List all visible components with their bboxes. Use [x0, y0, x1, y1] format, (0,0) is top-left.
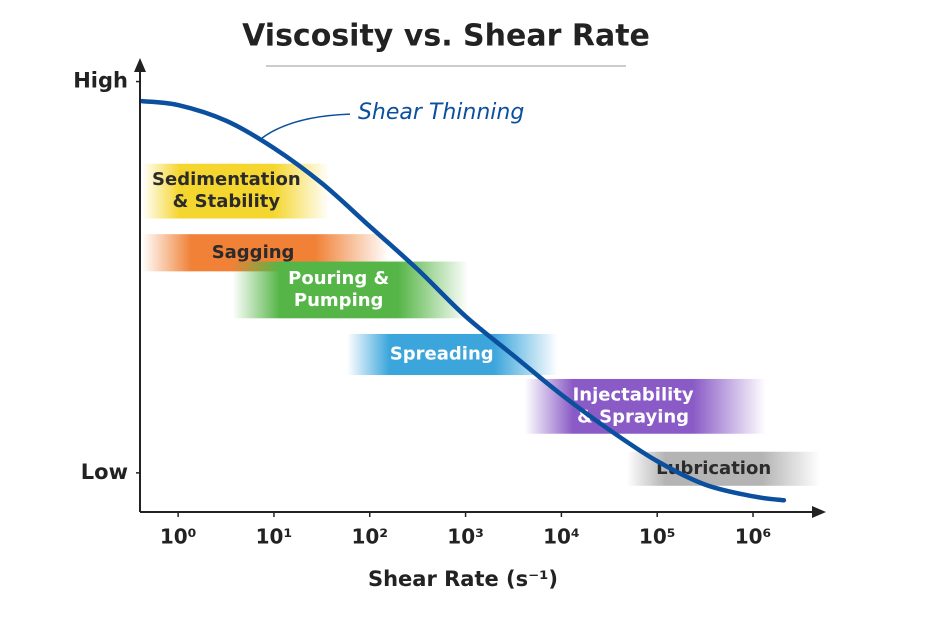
y-axis-arrow [134, 58, 146, 72]
x-tick-label: 10⁶ [735, 525, 772, 549]
region-label: Injectability [573, 384, 694, 405]
y-tick-label: High [73, 69, 128, 93]
x-axis-title: Shear Rate (s⁻¹) [368, 567, 558, 591]
region-label: Pouring & [288, 268, 389, 289]
region-band [626, 451, 820, 486]
annotation: Shear Thinning [358, 100, 524, 125]
x-tick-label: 10⁰ [160, 525, 197, 549]
region-label: & Spraying [577, 406, 689, 427]
x-tick-label: 10¹ [256, 525, 293, 549]
x-tick-label: 10³ [447, 525, 484, 549]
x-tick-label: 10⁵ [639, 525, 676, 549]
x-tick-label: 10² [351, 525, 388, 549]
region-label: Spreading [390, 344, 494, 365]
x-tick-label: 10⁴ [543, 525, 580, 549]
region-label: Pumping [294, 290, 384, 311]
x-axis-arrow [812, 506, 826, 518]
curve [139, 98, 787, 503]
plot: Shear Thinning [139, 98, 787, 503]
y-tick-label: Low [81, 460, 128, 484]
region-band [142, 163, 330, 219]
regions: Sedimentation& Stability Sagging Pouring &… [142, 163, 820, 486]
region-label: Sagging [212, 242, 295, 263]
region-label: Sedimentation [152, 169, 301, 190]
chart-title: Viscosity vs. Shear Rate [242, 19, 650, 54]
region-label: & Stability [173, 191, 281, 212]
region-band [232, 261, 469, 319]
region-band [524, 378, 766, 434]
annotation-leader [261, 113, 350, 139]
region-band [347, 333, 558, 376]
